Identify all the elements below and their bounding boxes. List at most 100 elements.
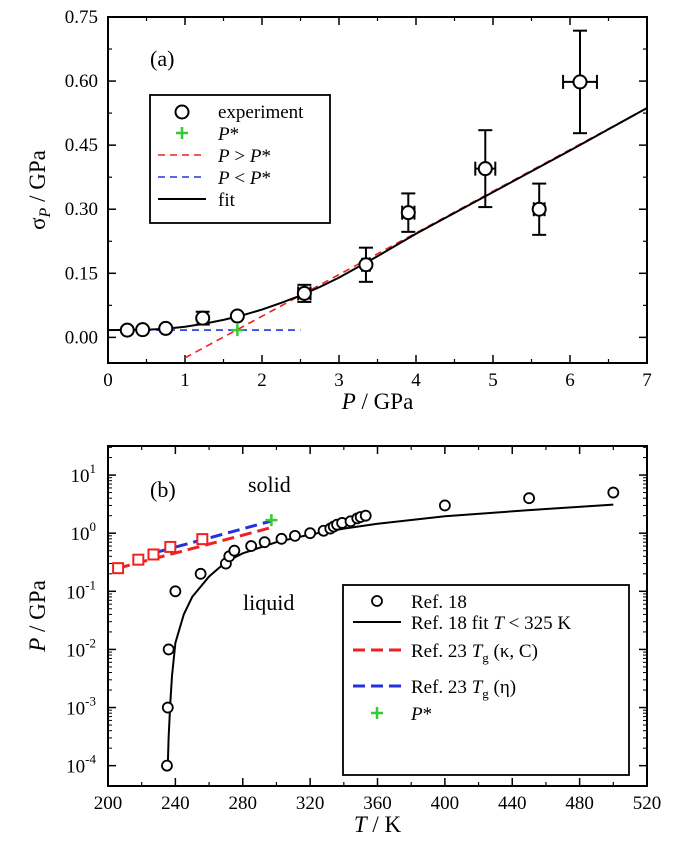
ref18-point (607, 486, 620, 499)
legend-label-var: T (493, 613, 505, 634)
x-tick-label-a: 0 (103, 370, 113, 391)
legend-box-b (342, 584, 630, 776)
x-tick-label-a: 6 (565, 370, 575, 391)
panel-a: 0 1 2 3 4 5 6 70.000.150.300.450.600.75P / GPaσ… (25, 7, 652, 414)
x-tick-label-b: 520 (633, 793, 662, 814)
y-axis-label-a: σP / GPa (25, 150, 54, 230)
legend-label-sub: g (482, 650, 489, 665)
legend-label-text: * (230, 124, 240, 145)
x-axis-label-a: P / GPa (341, 389, 414, 414)
legend-label-a: P* (217, 124, 239, 145)
x-tick-label-a: 4 (411, 370, 421, 391)
x-tick-label-b: 400 (431, 793, 460, 814)
legend-label-var: T (472, 641, 484, 662)
experiment-point (158, 320, 174, 336)
pstar-marker-b (265, 514, 278, 527)
legend-label-text: Ref. 18 (411, 592, 467, 613)
legend-label-sub: g (482, 686, 489, 701)
x-tick-label-a: 1 (180, 370, 190, 391)
legend-label-b: Ref. 18 fit T < 325 K (411, 613, 571, 634)
y-axis-label-unit: / GPa (25, 150, 50, 208)
ref18-point (161, 759, 173, 772)
ref23-kappa-c-point (112, 562, 125, 575)
x-tick-label-b: 240 (161, 793, 190, 814)
y-tick-base: 10 (71, 466, 90, 487)
y-tick-label-b: 10-3 (66, 694, 96, 720)
y-tick-label-a: 0.75 (65, 7, 98, 28)
x-tick-label-b: 320 (296, 793, 325, 814)
legend-label-text: * (261, 146, 271, 167)
experiment-point (296, 285, 312, 301)
y-tick-base: 10 (66, 699, 85, 720)
x-axis-label-unit: / K (367, 812, 402, 837)
experiment-point (135, 322, 151, 338)
x-tick-label-a: 5 (488, 370, 498, 391)
ref18-point (245, 540, 258, 552)
y-axis-label-unit: / GPa (25, 580, 50, 638)
y-tick-label-b: 10-4 (66, 752, 96, 778)
pstar-marker-a (231, 324, 244, 337)
legend-label-text: Ref. 23 (411, 677, 467, 698)
ref18-point (162, 643, 175, 656)
ref18-point (161, 701, 174, 714)
legend-symbol-ref18 (371, 595, 383, 607)
x-tick-label-b: 480 (565, 793, 594, 814)
y-tick-exponent: -3 (85, 694, 96, 709)
x-axis-label-var: T (354, 812, 369, 837)
legend-label-text: (η) (489, 677, 516, 698)
x-tick-label-b: 200 (94, 793, 123, 814)
y-axis-label-var: P (25, 638, 50, 653)
experiment-point (195, 310, 211, 326)
ref23-eta-line (158, 519, 272, 554)
y-tick-label-a: 0.45 (65, 135, 98, 156)
experiment-point (119, 322, 135, 338)
panel-label-a: (a) (150, 46, 174, 71)
experiment-point (358, 257, 374, 273)
region-label-liquid: liquid (243, 590, 294, 615)
x-axis-label-unit: / GPa (356, 389, 414, 414)
y-tick-exponent: -4 (85, 752, 96, 767)
ref18-point (275, 532, 288, 545)
ref23-kappa-c-point (132, 553, 145, 566)
legend-label-a: P > P* (217, 146, 271, 167)
ref18-point (258, 536, 271, 549)
region-label-solid: solid (248, 472, 291, 497)
legend-symbol-pstar-b (371, 707, 383, 719)
fit-curve-a (107, 107, 648, 332)
y-tick-exponent: -2 (85, 635, 96, 650)
x-tick-label-a: 2 (257, 370, 267, 391)
legend-label-var: P (217, 168, 230, 189)
ref18-point (194, 567, 207, 580)
legend-label-text: < (230, 168, 250, 189)
legend-symbol-experiment (174, 104, 190, 120)
legend-label-var: P (410, 704, 423, 725)
ref23-kappa-c-point (147, 548, 160, 561)
panel-b: 200 240 280 320 360 400 440 480 52010-410-310-21… (25, 445, 662, 837)
y-tick-label-b: 10-2 (66, 635, 96, 661)
ref18-point (523, 492, 535, 505)
legend-label-text: Ref. 23 (411, 641, 467, 662)
legend-label-b: P* (410, 704, 432, 725)
ref18-point (289, 529, 301, 542)
y-tick-label-b: 101 (71, 461, 97, 487)
ref23-kappa-c-point (164, 540, 177, 553)
legend-label-a: fit (218, 190, 236, 211)
y-tick-label-a: 0.60 (65, 71, 98, 92)
y-axis-label-sub: P (37, 207, 54, 218)
legend-label-text: * (423, 704, 433, 725)
legend-label-var: P (217, 146, 230, 167)
legend-label-var: T (472, 677, 484, 698)
x-tick-label-a: 3 (334, 370, 344, 391)
y-tick-exponent: 0 (90, 519, 97, 534)
legend-label-b: Ref. 18 (411, 592, 467, 613)
experiment-point (531, 201, 547, 217)
ref18-point (304, 527, 317, 540)
legend-label-var: P (217, 124, 230, 145)
y-tick-exponent: -1 (85, 577, 96, 592)
x-tick-label-b: 280 (229, 793, 258, 814)
ref23-kappa-c-point (196, 533, 209, 546)
legend-label-a: experiment (218, 102, 304, 123)
legend-label-text: experiment (218, 102, 304, 123)
legend-label-text: > (230, 146, 250, 167)
